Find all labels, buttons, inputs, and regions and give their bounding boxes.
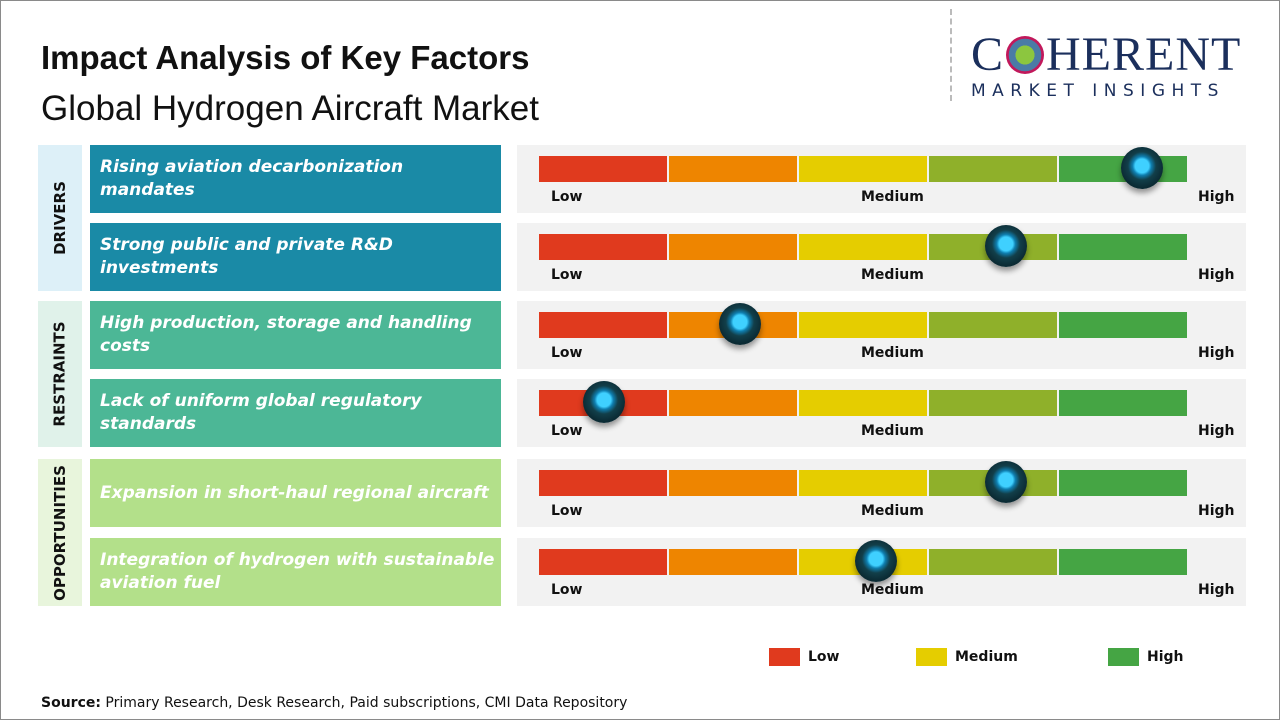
legend-label: High xyxy=(1147,649,1184,665)
scale-low: Low xyxy=(551,189,583,205)
impact-marker-knob xyxy=(854,540,897,582)
category-opportunities: OPPORTUNITIES xyxy=(38,459,82,606)
divider xyxy=(950,9,952,101)
impact-marker-knob xyxy=(718,303,761,345)
category-drivers: DRIVERS xyxy=(38,145,82,291)
scale-low: Low xyxy=(551,423,583,439)
scale-high: High xyxy=(1198,189,1235,205)
gauge-segment xyxy=(1059,234,1187,260)
source-note: Source: Primary Research, Desk Research,… xyxy=(41,695,628,711)
scale-medium: Medium xyxy=(861,582,924,598)
scale-medium: Medium xyxy=(861,345,924,361)
scale-medium: Medium xyxy=(861,189,924,205)
gauge-segment xyxy=(799,312,927,338)
factor-label: Lack of uniform global regulatory standa… xyxy=(90,379,501,447)
impact-marker-knob xyxy=(1120,147,1163,189)
legend-swatch xyxy=(916,648,947,666)
legend-label: Medium xyxy=(955,649,1018,665)
legend-item: High xyxy=(1108,648,1184,666)
legend-label: Low xyxy=(808,649,840,665)
scale-medium: Medium xyxy=(861,503,924,519)
gauge-segment xyxy=(1059,549,1187,575)
gauge-segment xyxy=(539,549,667,575)
logo-tagline: MARKET INSIGHTS xyxy=(971,81,1225,101)
impact-gauge: Low Medium High xyxy=(517,301,1246,369)
gauge-segment xyxy=(669,156,797,182)
impact-gauge: Low Medium High xyxy=(517,145,1246,213)
gauge-segment xyxy=(799,234,927,260)
legend-swatch xyxy=(769,648,800,666)
gauge-segment xyxy=(539,312,667,338)
gauge-segment xyxy=(669,234,797,260)
page-title: Impact Analysis of Key Factors xyxy=(41,39,530,76)
category-label: DRIVERS xyxy=(51,181,70,255)
factor-label: Integration of hydrogen with sustainable… xyxy=(90,538,501,606)
scale-medium: Medium xyxy=(861,267,924,283)
impact-marker-knob xyxy=(582,381,625,423)
globe-dots-icon xyxy=(1006,36,1045,74)
gauge-segment xyxy=(1059,312,1187,338)
gauge-segment xyxy=(669,549,797,575)
impact-marker-knob xyxy=(984,225,1027,267)
legend-item: Medium xyxy=(916,648,1018,666)
gauge-segment xyxy=(929,156,1057,182)
impact-marker-knob xyxy=(984,461,1027,503)
scale-low: Low xyxy=(551,267,583,283)
factor-label: Rising aviation decarbonization mandates xyxy=(90,145,501,213)
scale-medium: Medium xyxy=(861,423,924,439)
scale-low: Low xyxy=(551,503,583,519)
gauge-segment xyxy=(929,549,1057,575)
gauge-segment xyxy=(1059,390,1187,416)
gauge-segment xyxy=(539,234,667,260)
gauge-segment xyxy=(1059,470,1187,496)
coherent-logo: C HERENT MARKET INSIGHTS xyxy=(971,31,1261,102)
gauge-segment xyxy=(929,390,1057,416)
gauge-segment xyxy=(539,470,667,496)
gauge-segment xyxy=(539,156,667,182)
gauge-segment xyxy=(799,390,927,416)
scale-high: High xyxy=(1198,582,1235,598)
scale-low: Low xyxy=(551,582,583,598)
factor-label: Strong public and private R&D investment… xyxy=(90,223,501,291)
category-label: RESTRAINTS xyxy=(51,321,70,427)
impact-gauge: Low Medium High xyxy=(517,223,1246,291)
gauge-segment xyxy=(669,470,797,496)
gauge-segment xyxy=(669,390,797,416)
impact-gauge: Low Medium High xyxy=(517,459,1246,527)
scale-high: High xyxy=(1198,345,1235,361)
scale-low: Low xyxy=(551,345,583,361)
factor-label: High production, storage and handling co… xyxy=(90,301,501,369)
category-label: OPPORTUNITIES xyxy=(51,464,69,601)
gauge-segment xyxy=(799,470,927,496)
factor-label: Expansion in short-haul regional aircraf… xyxy=(90,459,501,527)
legend-swatch xyxy=(1108,648,1139,666)
scale-high: High xyxy=(1198,423,1235,439)
impact-gauge: Low Medium High xyxy=(517,379,1246,447)
page-subtitle: Global Hydrogen Aircraft Market xyxy=(41,89,539,128)
category-restraints: RESTRAINTS xyxy=(38,301,82,447)
impact-gauge: Low Medium High xyxy=(517,538,1246,606)
gauge-segment xyxy=(929,312,1057,338)
gauge-segment xyxy=(799,156,927,182)
scale-high: High xyxy=(1198,267,1235,283)
legend-item: Low xyxy=(769,648,839,666)
scale-high: High xyxy=(1198,503,1235,519)
